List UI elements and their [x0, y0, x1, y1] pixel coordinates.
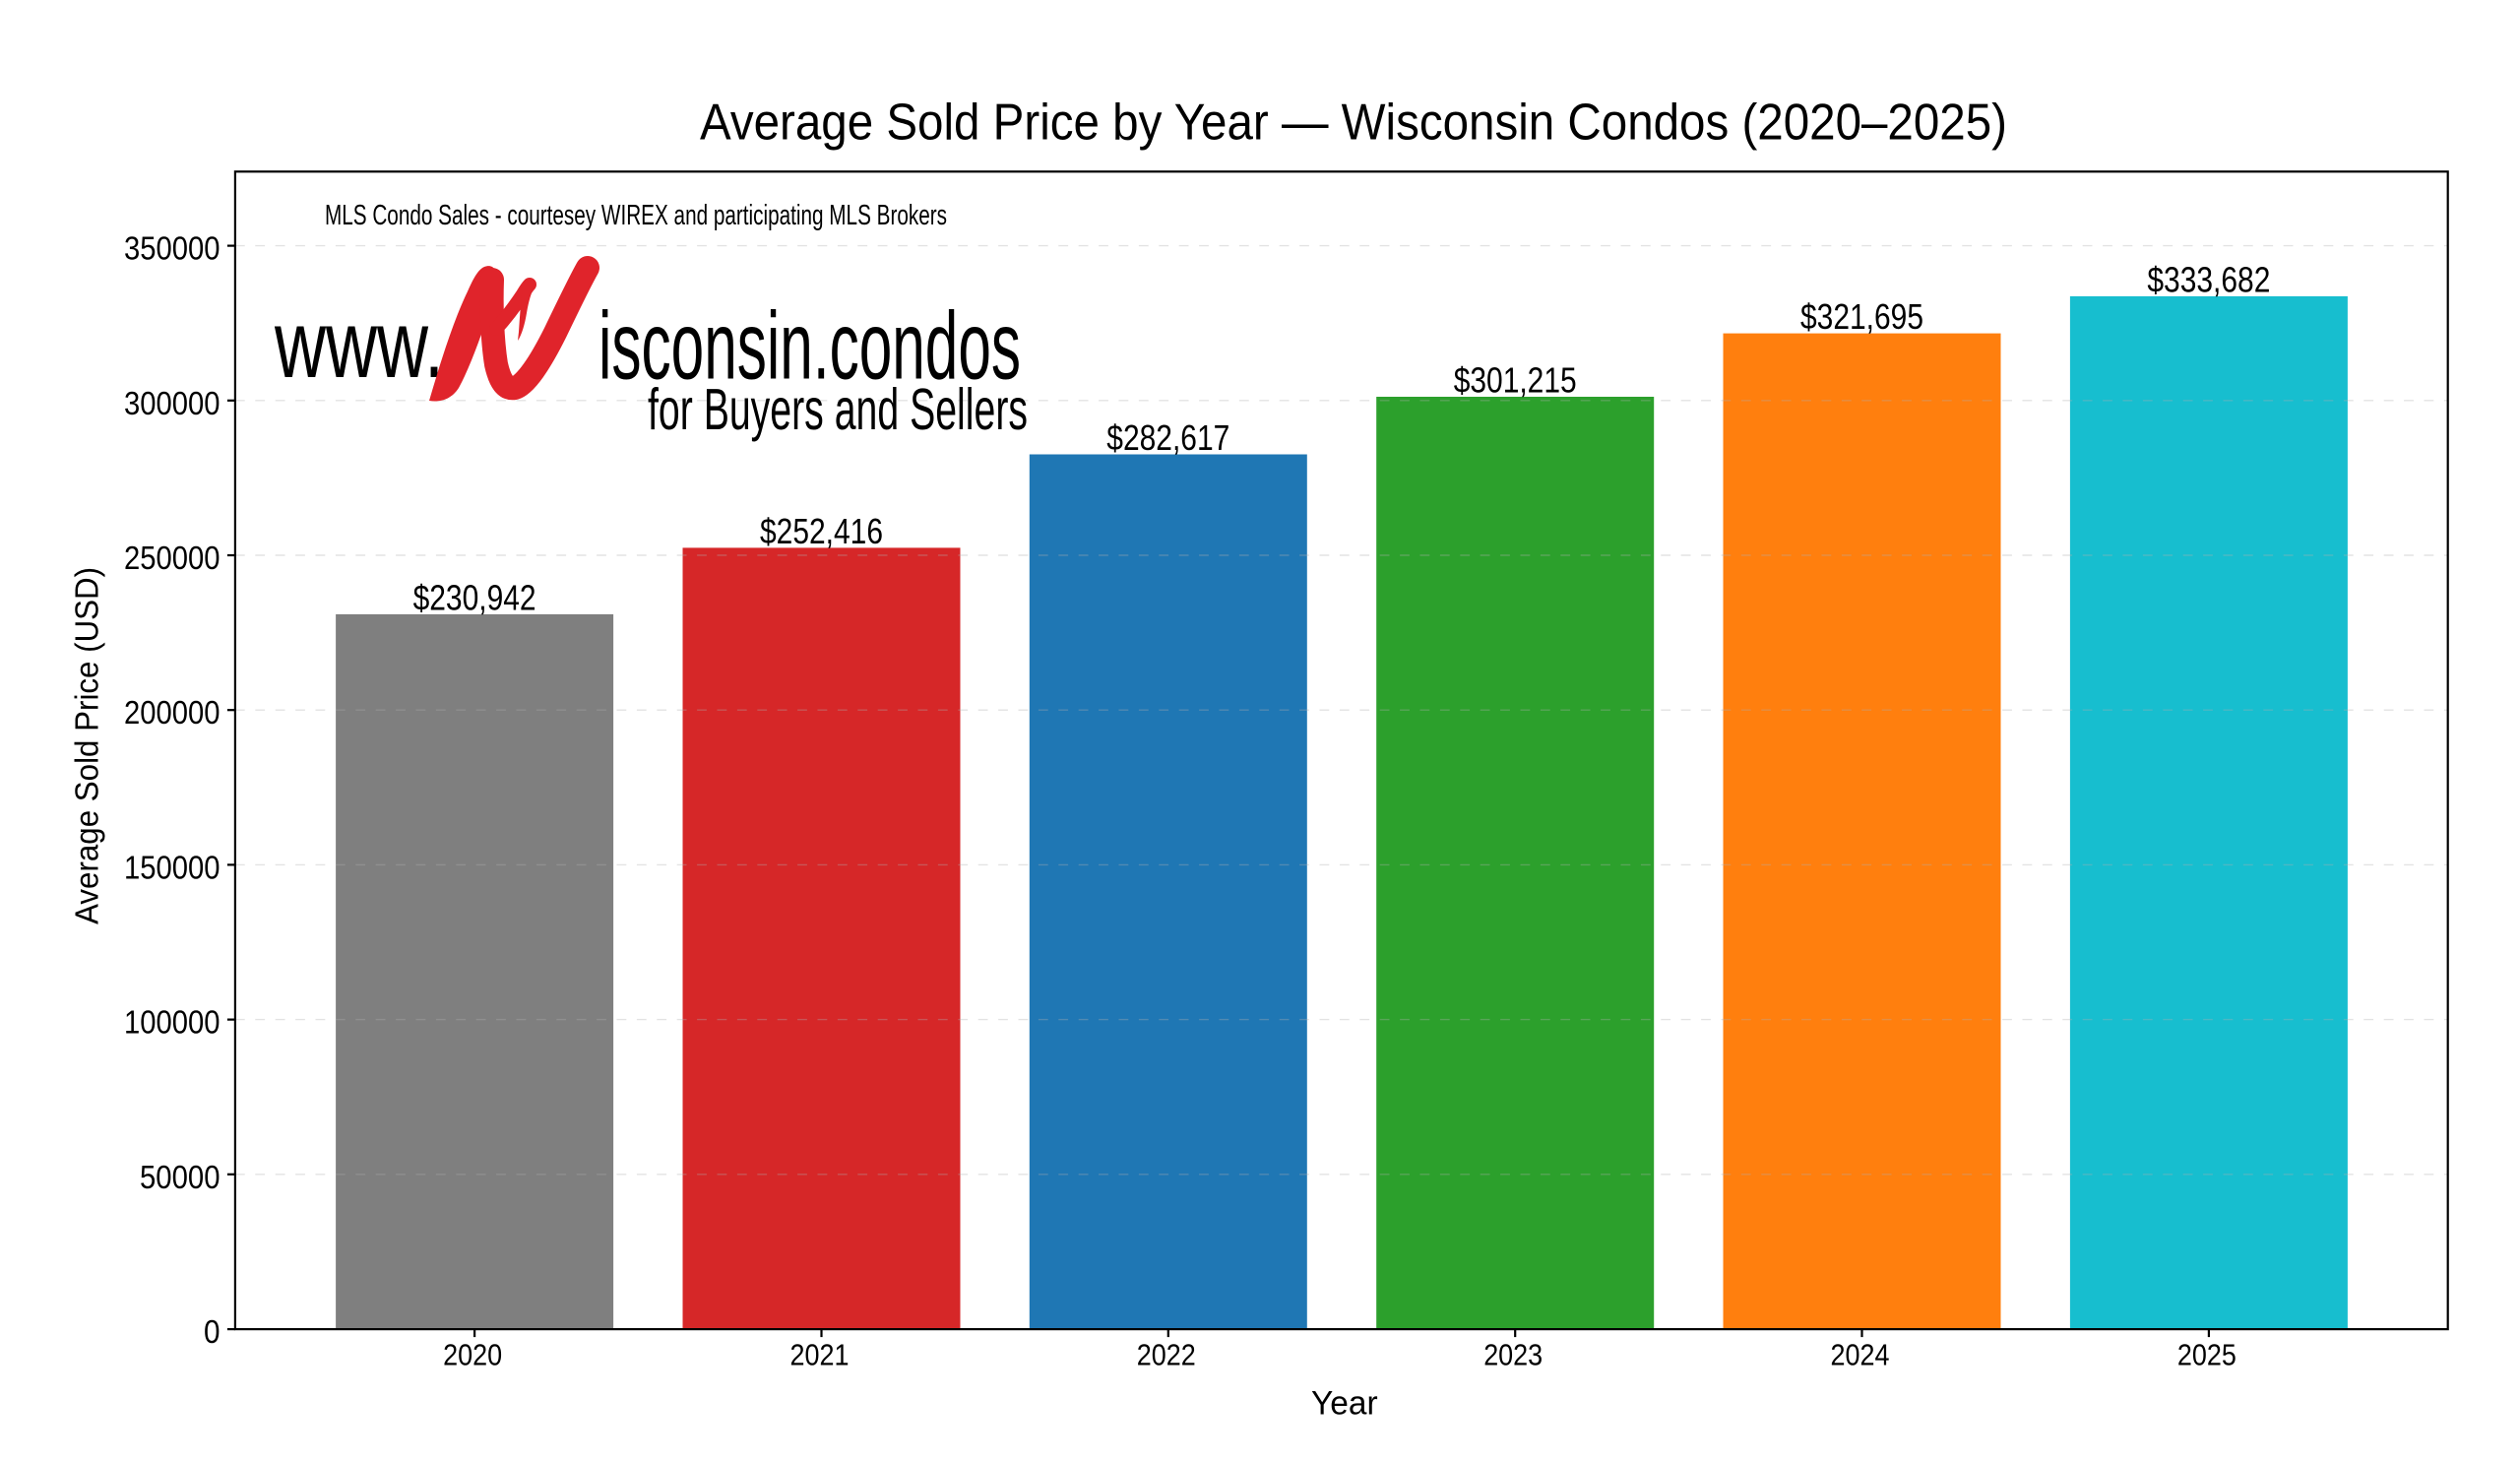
svg-text:Year: Year: [1311, 1385, 1378, 1423]
svg-text:MLS Condo Sales - courtesey WI: MLS Condo Sales - courtesey WIREX and pa…: [325, 200, 947, 231]
svg-text:$301,215: $301,215: [1454, 360, 1577, 401]
svg-text:200000: 200000: [124, 694, 220, 731]
svg-text:$333,682: $333,682: [2147, 259, 2270, 299]
svg-text:www.: www.: [274, 290, 444, 398]
svg-text:350000: 350000: [124, 230, 220, 267]
svg-text:isconsin.condos: isconsin.condos: [598, 292, 1021, 400]
svg-text:2023: 2023: [1483, 1339, 1543, 1372]
svg-text:2021: 2021: [790, 1339, 850, 1372]
svg-text:$321,695: $321,695: [1800, 296, 1923, 337]
svg-text:2020: 2020: [443, 1339, 502, 1372]
svg-text:100000: 100000: [124, 1004, 220, 1041]
svg-text:250000: 250000: [124, 540, 220, 576]
svg-text:$252,416: $252,416: [760, 511, 883, 551]
svg-text:for Buyers and Sellers: for Buyers and Sellers: [648, 376, 1028, 442]
svg-text:300000: 300000: [124, 385, 220, 421]
svg-text:Average Sold Price (USD): Average Sold Price (USD): [68, 567, 104, 924]
svg-text:150000: 150000: [124, 849, 220, 885]
svg-text:2024: 2024: [1831, 1339, 1890, 1372]
svg-text:2025: 2025: [2177, 1339, 2236, 1372]
svg-text:Average Sold Price by Year — W: Average Sold Price by Year — Wisconsin C…: [700, 95, 2007, 152]
svg-text:0: 0: [204, 1313, 220, 1350]
svg-text:2022: 2022: [1137, 1339, 1196, 1372]
svg-text:50000: 50000: [140, 1159, 220, 1195]
svg-text:$282,617: $282,617: [1106, 417, 1229, 458]
svg-text:$230,942: $230,942: [413, 577, 536, 617]
